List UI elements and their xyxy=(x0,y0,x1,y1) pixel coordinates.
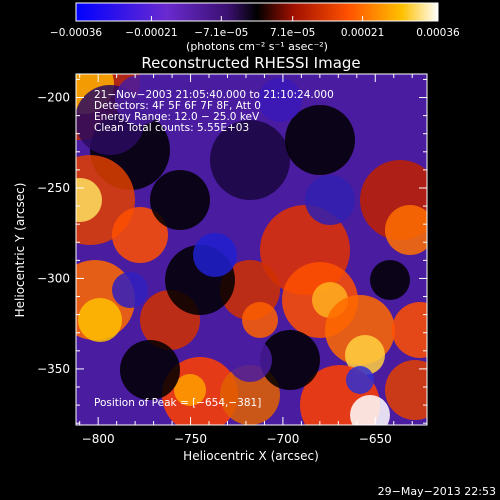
heatmap-image xyxy=(76,74,427,425)
heatmap-blob xyxy=(385,205,427,255)
colorbar-units: (photons cm⁻² s⁻¹ asec⁻²) xyxy=(186,40,328,53)
footer-timestamp: 29−May−2013 22:53 xyxy=(378,485,496,498)
heatmap-blobs xyxy=(76,74,427,425)
heatmap-blob xyxy=(370,260,410,300)
heatmap-blob xyxy=(242,302,278,338)
annotation-detectors: Detectors: 4F 5F 6F 7F 8F, Att 0 xyxy=(94,100,261,112)
x-tick-labels: −800 −750 −700 −650 xyxy=(82,432,392,446)
colorbar-ticks xyxy=(75,16,439,21)
heatmap-blob xyxy=(350,395,390,425)
x-tick-label: −750 xyxy=(174,432,207,446)
heatmap-blob xyxy=(228,338,272,382)
annotation-energy: Energy Range: 12.0 − 25.0 keV xyxy=(94,111,260,123)
annotation-time: 21−Nov−2003 21:05:40.000 to 21:10:24.000 xyxy=(94,89,334,101)
heatmap-blob xyxy=(112,272,148,308)
heatmap-blob xyxy=(385,360,427,420)
peak-position-label: Position of Peak = [−654,−381] xyxy=(94,397,261,409)
heatmap-blob xyxy=(150,170,210,230)
heatmap-blob xyxy=(346,366,374,394)
y-tick-label: −200 xyxy=(37,91,70,105)
x-tick-label: −800 xyxy=(82,432,115,446)
heatmap-blob xyxy=(392,302,427,358)
x-tick-label: −650 xyxy=(359,432,392,446)
heatmap-blob xyxy=(76,178,102,222)
colorbar-tick-label: −0.00036 xyxy=(50,27,103,39)
heatmap-blob xyxy=(78,298,122,342)
heatmap-blob xyxy=(258,78,302,122)
heatmap-blob xyxy=(220,365,280,425)
y-axis-ticks xyxy=(76,78,427,424)
heatmap-blob xyxy=(305,175,355,225)
colorbar xyxy=(75,2,439,22)
y-tick-labels: −200 −250 −300 −350 xyxy=(37,91,70,376)
heatmap-blob xyxy=(115,75,165,125)
heatmap-blob xyxy=(174,374,206,406)
y-axis-label: Heliocentric Y (arcsec) xyxy=(13,183,27,318)
heatmap-blob xyxy=(345,335,385,375)
heatmap-blob xyxy=(120,340,180,400)
y-tick-label: −250 xyxy=(37,181,70,195)
y-tick-label: −300 xyxy=(37,271,70,285)
colorbar-tick-label: −7.1e−05 xyxy=(194,27,248,39)
plot-frame xyxy=(75,73,428,426)
annotation-counts: Clean Total counts: 5.55E+03 xyxy=(94,122,249,134)
x-axis-label: Heliocentric X (arcsec) xyxy=(183,449,319,463)
heatmap-blob xyxy=(260,330,320,390)
y-tick-label: −350 xyxy=(37,362,70,376)
x-tick-label: −700 xyxy=(266,432,299,446)
colorbar-tick-labels: −0.00036 −0.00021 −7.1e−05 7.1e−05 0.00021 0.… xyxy=(50,27,460,39)
colorbar-tick-label: 0.00036 xyxy=(416,27,460,39)
x-axis-ticks xyxy=(79,74,413,425)
chart-title: Reconstructed RHESSI Image xyxy=(141,54,360,72)
heatmap-blob xyxy=(210,120,290,200)
colorbar-tick-label: 7.1e−05 xyxy=(270,27,315,39)
colorbar-tick-label: −0.00021 xyxy=(125,27,177,39)
heatmap-blob xyxy=(285,105,355,175)
heatmap-blob xyxy=(193,233,237,277)
heatmap-blob xyxy=(112,207,168,263)
colorbar-tick-label: 0.00021 xyxy=(341,27,384,39)
